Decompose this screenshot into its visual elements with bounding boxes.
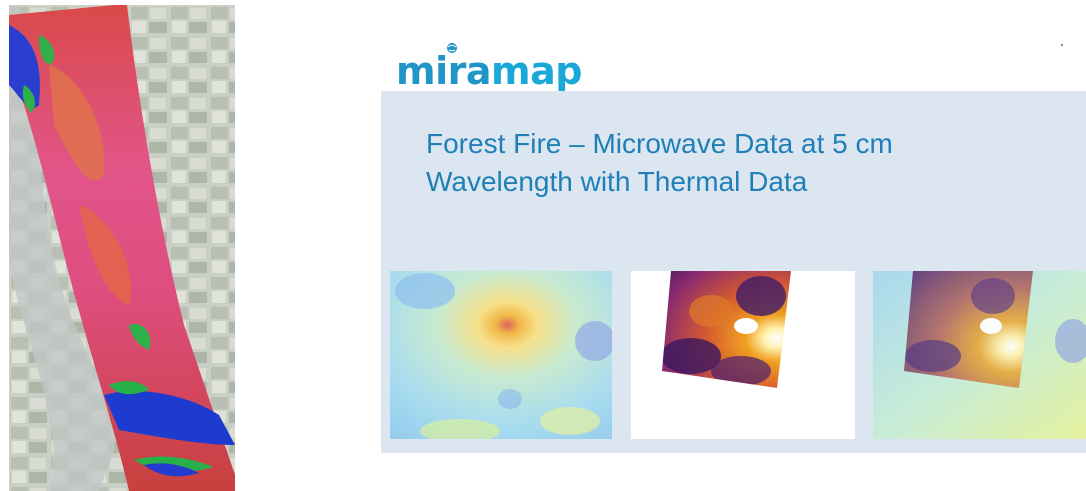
aerial-strip-image bbox=[9, 5, 235, 491]
combined-data-image bbox=[873, 271, 1086, 439]
slide-title: Forest Fire – Microwave Data at 5 cm Wav… bbox=[426, 125, 1046, 201]
microwave-data-image bbox=[390, 271, 612, 439]
thermal-data-image bbox=[631, 271, 855, 439]
miramap-logo: miramap bbox=[396, 43, 582, 90]
title-line-2: Wavelength with Thermal Data bbox=[426, 166, 808, 197]
globe-icon bbox=[447, 43, 457, 53]
corner-mark bbox=[1061, 44, 1063, 46]
title-line-1: Forest Fire – Microwave Data at 5 cm bbox=[426, 128, 893, 159]
